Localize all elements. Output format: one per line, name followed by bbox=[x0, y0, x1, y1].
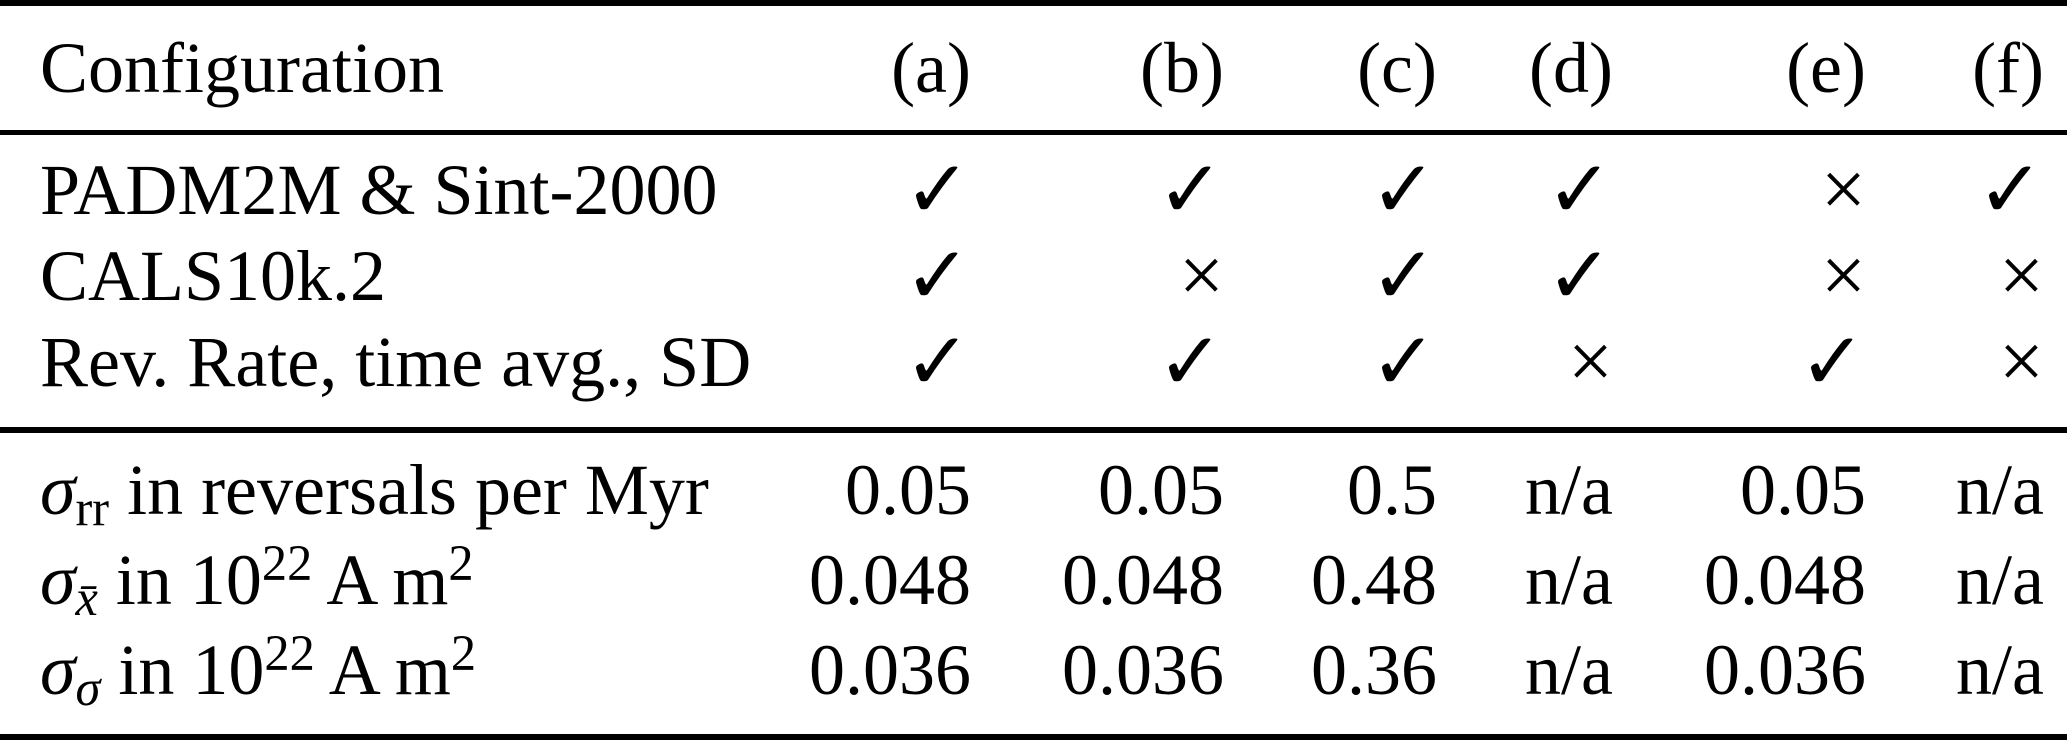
value-cell: n/a bbox=[1525, 449, 1613, 530]
row-label: PADM2M & Sint-2000 bbox=[40, 149, 718, 230]
value-cell: 0.05 bbox=[1740, 449, 1866, 530]
value-cell: 0.5 bbox=[1347, 449, 1437, 530]
exponent: 2 bbox=[450, 624, 477, 681]
check-cell: ✓ bbox=[1798, 319, 1866, 407]
value-cell: n/a bbox=[1956, 449, 2044, 530]
value-cell: n/a bbox=[1525, 539, 1613, 620]
row-label: σx̄ in 1022 A m2 bbox=[0, 537, 745, 623]
check-cell: ✓ bbox=[903, 233, 971, 321]
header-configuration: Configuration bbox=[40, 27, 444, 108]
spacer bbox=[0, 715, 2067, 734]
exponent: 22 bbox=[261, 534, 313, 591]
check-cell: ✓ bbox=[1369, 233, 1437, 321]
check-cell: ✓ bbox=[1545, 233, 1613, 321]
value-cell: 0.05 bbox=[845, 449, 971, 530]
value-cell: 0.036 bbox=[1062, 629, 1224, 710]
check-cell: ✓ bbox=[1369, 319, 1437, 407]
table-row: σx̄ in 1022 A m2 0.048 0.048 0.48 n/a 0.… bbox=[0, 535, 2067, 625]
column-header-c: (c) bbox=[1357, 27, 1437, 108]
value-cell: 0.36 bbox=[1311, 629, 1437, 710]
row-label: σσ in 1022 A m2 bbox=[0, 627, 745, 713]
table-row: σrr in reversals per Myr 0.05 0.05 0.5 n… bbox=[0, 445, 2067, 535]
column-header-d: (d) bbox=[1529, 27, 1613, 108]
table-mid-rule bbox=[0, 427, 2067, 433]
value-cell: n/a bbox=[1525, 629, 1613, 710]
sigma-subscript: x̄ bbox=[75, 569, 98, 626]
unit-text: in 10 bbox=[100, 629, 265, 710]
exponent: 2 bbox=[448, 534, 474, 591]
check-cell: × bbox=[1820, 145, 1866, 234]
spacer bbox=[0, 433, 2067, 445]
check-cell: ✓ bbox=[1156, 147, 1224, 235]
check-cell: × bbox=[1998, 231, 2044, 320]
table-row: σσ in 1022 A m2 0.036 0.036 0.36 n/a 0.0… bbox=[0, 625, 2067, 715]
row-label: CALS10k.2 bbox=[40, 235, 387, 316]
exponent: 22 bbox=[264, 624, 315, 681]
check-cell: × bbox=[1178, 231, 1224, 320]
value-cell: 0.048 bbox=[1062, 539, 1224, 620]
value-cell: 0.05 bbox=[1098, 449, 1224, 530]
unit-text: A m bbox=[314, 629, 451, 710]
sigma-symbol: σ bbox=[40, 629, 76, 710]
check-cell: ✓ bbox=[1545, 147, 1613, 235]
table-top-rule bbox=[0, 0, 2067, 6]
sigma-subscript: σ bbox=[75, 659, 101, 716]
table-row: CALS10k.2 ✓ × ✓ ✓ × × bbox=[0, 231, 2067, 322]
column-header-f: (f) bbox=[1972, 27, 2044, 108]
row-label: Rev. Rate, time avg., SD bbox=[40, 321, 752, 402]
check-cell: ✓ bbox=[1156, 319, 1224, 407]
value-cell: 0.036 bbox=[809, 629, 971, 710]
table-row: PADM2M & Sint-2000 ✓ ✓ ✓ ✓ × ✓ bbox=[0, 145, 2067, 236]
sigma-symbol: σ bbox=[40, 539, 76, 620]
check-cell: × bbox=[1567, 317, 1613, 406]
value-cell: n/a bbox=[1956, 629, 2044, 710]
column-header-b: (b) bbox=[1140, 27, 1224, 108]
value-cell: 0.048 bbox=[809, 539, 971, 620]
table-bottom-rule bbox=[0, 734, 2067, 740]
unit-text: in reversals per Myr bbox=[109, 449, 709, 530]
check-cell: ✓ bbox=[903, 319, 971, 407]
row-label: σrr in reversals per Myr bbox=[0, 449, 745, 533]
sigma-symbol: σ bbox=[40, 449, 76, 530]
value-cell: 0.48 bbox=[1311, 539, 1437, 620]
unit-text: in 10 bbox=[97, 539, 262, 620]
value-cell: 0.036 bbox=[1704, 629, 1866, 710]
column-header-a: (a) bbox=[891, 27, 971, 108]
check-cell: ✓ bbox=[1976, 147, 2044, 235]
column-header-e: (e) bbox=[1786, 27, 1866, 108]
check-cell: ✓ bbox=[1369, 147, 1437, 235]
value-cell: 0.048 bbox=[1704, 539, 1866, 620]
check-cell: × bbox=[1998, 317, 2044, 406]
check-cell: × bbox=[1820, 231, 1866, 320]
sigma-subscript: rr bbox=[75, 479, 110, 536]
value-cell: n/a bbox=[1956, 539, 2044, 620]
table-header-rule bbox=[0, 130, 2067, 135]
table-row: Rev. Rate, time avg., SD ✓ ✓ ✓ × ✓ × bbox=[0, 317, 2067, 408]
unit-text: A m bbox=[312, 539, 449, 620]
check-cell: ✓ bbox=[903, 147, 971, 235]
table-header-row: Configuration (a) (b) (c) (d) (e) (f) bbox=[0, 6, 2067, 130]
